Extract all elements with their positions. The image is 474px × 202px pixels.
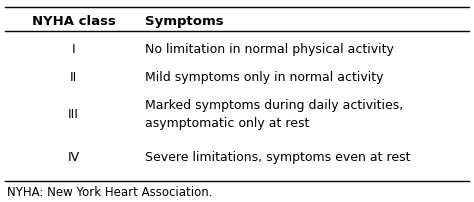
Text: IV: IV xyxy=(67,151,80,164)
Text: Marked symptoms during daily activities,
asymptomatic only at rest: Marked symptoms during daily activities,… xyxy=(145,99,403,130)
Text: III: III xyxy=(68,108,79,121)
Text: II: II xyxy=(70,71,77,84)
Text: Severe limitations, symptoms even at rest: Severe limitations, symptoms even at res… xyxy=(145,151,410,164)
Text: Symptoms: Symptoms xyxy=(145,15,223,28)
Text: I: I xyxy=(72,43,75,56)
Text: No limitation in normal physical activity: No limitation in normal physical activit… xyxy=(145,43,393,56)
Text: Mild symptoms only in normal activity: Mild symptoms only in normal activity xyxy=(145,71,383,84)
Text: NYHA class: NYHA class xyxy=(32,15,115,28)
Text: NYHA: New York Heart Association.: NYHA: New York Heart Association. xyxy=(7,186,213,199)
